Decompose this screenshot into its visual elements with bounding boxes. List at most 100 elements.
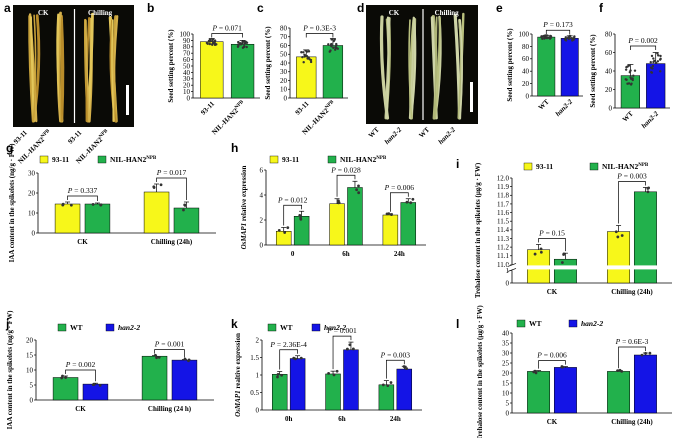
- legend-label: NIL-HAN2NPB: [110, 155, 157, 164]
- x-tick-label-text: han2-2: [640, 109, 661, 130]
- legend-label: WT: [280, 323, 293, 332]
- x-group-label: 24h: [390, 415, 401, 423]
- x-tick-label-text: NIL-HAN2: [301, 106, 331, 136]
- data-point: [646, 190, 650, 194]
- legend-label-text: 93-11: [282, 155, 299, 164]
- x-tick-label: WT: [621, 110, 635, 124]
- x-group-label: Chilling (24 h): [148, 405, 192, 413]
- data-point: [540, 35, 543, 39]
- y-tick-label: 30: [28, 169, 36, 177]
- y-axis-label-gene: OsMAP1: [240, 223, 248, 249]
- p-value-label: P = 0.001: [154, 340, 185, 349]
- legend-swatch: [568, 319, 578, 328]
- legend-label-text: han2-2: [118, 323, 140, 332]
- legend-swatch: [311, 323, 321, 332]
- data-point: [657, 54, 660, 57]
- p-value-label: P = 0.003: [616, 172, 647, 181]
- legend-label-text: WT: [529, 319, 542, 328]
- data-point: [533, 252, 537, 256]
- data-point: [390, 213, 393, 216]
- bar: [607, 371, 631, 414]
- y-tick-label: 20: [502, 369, 510, 377]
- y-tick-label: 15: [26, 351, 34, 359]
- p-value-label-val: = 0.002: [70, 360, 95, 369]
- data-point: [562, 253, 566, 256]
- data-point: [299, 356, 303, 360]
- legend-label-text: NIL-HAN2: [602, 162, 639, 171]
- bar: [620, 75, 640, 109]
- data-point: [659, 54, 662, 58]
- y-tick-label: 6: [260, 166, 264, 174]
- data-point: [183, 203, 187, 207]
- y-tick-label: 20: [522, 80, 530, 88]
- bar: [607, 231, 631, 284]
- data-point: [389, 381, 393, 384]
- y-tick-label: 35: [502, 339, 510, 347]
- significance-bracket: [630, 45, 657, 50]
- y-tick-label: 11.3: [497, 235, 509, 243]
- panicle-shape: [433, 16, 438, 119]
- p-value-label: P = 2.36E-4: [269, 340, 307, 349]
- p-value-label-p: P: [65, 360, 71, 369]
- data-point: [300, 51, 303, 54]
- y-tick-label: 11.4: [497, 226, 509, 234]
- data-point: [245, 45, 248, 49]
- bar: [347, 187, 363, 246]
- p-value-label-val: = 0.017: [161, 168, 186, 177]
- data-point: [386, 384, 390, 388]
- y-tick-label: 0: [526, 92, 530, 100]
- data-point: [346, 347, 349, 351]
- significance-bracket: [386, 359, 405, 379]
- legend-swatch: [57, 323, 67, 332]
- panicle-shape: [409, 17, 417, 120]
- data-point: [69, 203, 73, 207]
- axis-break-gap: [508, 264, 672, 271]
- bar: [54, 203, 81, 234]
- legend-label: han2-2: [581, 319, 603, 328]
- data-point: [651, 67, 654, 70]
- p-value-label-p: P: [330, 165, 336, 174]
- p-value-label-val: = 0.001: [332, 326, 357, 335]
- legend-swatch: [267, 323, 277, 332]
- p-value-label: P = 0.006: [384, 183, 415, 192]
- chart-panel-f: f 0 20 40 60 80 Seed setting percent (%) WT han2…: [589, 1, 670, 130]
- y-tick-label: 11.9: [497, 183, 509, 191]
- data-point: [183, 357, 187, 361]
- data-point: [545, 34, 549, 37]
- x-group-label: CK: [77, 238, 88, 246]
- data-point: [302, 60, 305, 64]
- significance-bracket: [390, 192, 409, 212]
- bar: [293, 216, 310, 246]
- photo-xlabel-text: 93-11: [12, 128, 29, 145]
- data-point: [644, 351, 647, 355]
- panel-letter-g: g: [6, 141, 13, 155]
- data-point: [61, 374, 64, 378]
- scale-bar: [470, 82, 473, 112]
- data-point: [238, 43, 241, 46]
- axis-break-mark: [507, 263, 517, 267]
- data-point: [335, 369, 339, 373]
- legend-label: 93-11: [282, 155, 299, 164]
- panel-letter-c: c: [257, 1, 264, 15]
- data-point: [237, 40, 240, 44]
- data-point: [327, 43, 330, 46]
- data-point: [351, 347, 355, 351]
- p-value-label-p: P: [67, 186, 73, 195]
- p-value-label: P = 0.017: [156, 168, 187, 177]
- data-point: [649, 60, 652, 64]
- data-point: [616, 235, 620, 239]
- bar-break-gap: [606, 265, 631, 270]
- data-point: [625, 78, 628, 81]
- photo-label-chilling: Chilling: [88, 9, 113, 17]
- data-point: [330, 38, 333, 41]
- bar-break-gap: [526, 265, 551, 270]
- y-tick-label: 30: [502, 349, 510, 357]
- bar: [396, 368, 413, 411]
- data-point: [276, 375, 279, 379]
- data-point: [207, 39, 211, 43]
- p-value-label: P = 0.337: [67, 186, 98, 195]
- data-point: [561, 261, 564, 264]
- photo-xlabel: han2-2: [383, 125, 404, 146]
- y-tick-label: 20: [28, 189, 36, 197]
